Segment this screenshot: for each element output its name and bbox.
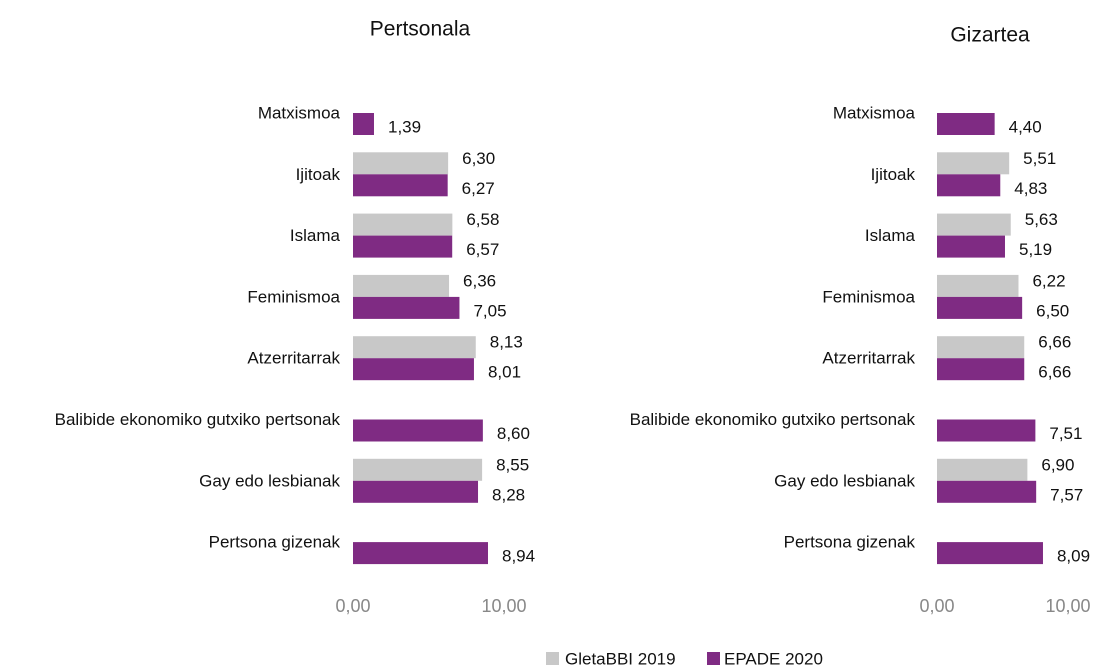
bar <box>937 113 995 135</box>
value-label: 8,28 <box>492 485 525 504</box>
value-label: 8,01 <box>488 363 521 382</box>
bar <box>937 542 1043 565</box>
x-tick-label: 0,00 <box>335 596 370 616</box>
value-label: 8,60 <box>497 424 530 443</box>
value-label: 6,66 <box>1038 333 1071 352</box>
value-label: 4,83 <box>1014 179 1047 198</box>
legend-swatch <box>546 652 559 665</box>
value-label: 6,50 <box>1036 301 1069 320</box>
category-label: Islama <box>865 226 916 245</box>
value-label: 6,36 <box>463 271 496 290</box>
value-label: 6,57 <box>466 240 499 259</box>
value-label: 5,51 <box>1023 149 1056 168</box>
value-label: 6,58 <box>466 210 499 229</box>
bar <box>937 336 1025 359</box>
category-label: Islama <box>290 226 341 245</box>
value-label: 1,39 <box>388 117 421 136</box>
bar <box>353 113 374 135</box>
value-label: 8,55 <box>496 455 529 474</box>
bar <box>353 419 483 442</box>
value-label: 5,19 <box>1019 240 1052 259</box>
category-label: Pertsona gizenak <box>209 533 341 552</box>
bar <box>937 358 1025 381</box>
category-label: Gay edo lesbianak <box>199 471 340 490</box>
bar <box>353 152 449 175</box>
bar <box>353 174 448 197</box>
category-label: Feminismoa <box>822 287 915 306</box>
bar <box>353 358 474 381</box>
category-label: Ijitoak <box>871 165 916 184</box>
value-label: 7,05 <box>473 301 506 320</box>
category-label: Feminismoa <box>247 287 340 306</box>
bar <box>353 274 450 297</box>
bar <box>353 480 479 503</box>
bar <box>937 274 1019 297</box>
category-label: Balibide ekonomiko gutxiko pertsonak <box>55 410 341 429</box>
legend-swatch <box>707 652 720 665</box>
value-label: 6,90 <box>1041 455 1074 474</box>
legend-label: EPADE 2020 <box>724 649 823 668</box>
value-label: 8,09 <box>1057 547 1090 566</box>
x-tick-label: 10,00 <box>1045 596 1090 616</box>
value-label: 6,30 <box>462 149 495 168</box>
category-label: Atzerritarrak <box>247 349 340 368</box>
x-tick-label: 10,00 <box>481 596 526 616</box>
category-label: Ijitoak <box>296 165 341 184</box>
category-label: Balibide ekonomiko gutxiko pertsonak <box>630 410 916 429</box>
legend-label: GletaBBI 2019 <box>565 649 676 668</box>
value-label: 7,57 <box>1050 485 1083 504</box>
bar <box>937 419 1036 442</box>
category-label: Matxismoa <box>833 103 916 122</box>
category-label: Atzerritarrak <box>822 349 915 368</box>
category-label: Pertsona gizenak <box>784 533 916 552</box>
bar <box>937 235 1005 258</box>
bar <box>353 336 476 359</box>
value-label: 4,40 <box>1009 117 1042 136</box>
category-label: Gay edo lesbianak <box>774 471 915 490</box>
value-label: 8,13 <box>490 333 523 352</box>
chart-title: Pertsonala <box>370 18 471 41</box>
bar <box>937 480 1037 503</box>
bar <box>937 213 1011 236</box>
bar <box>353 458 483 481</box>
x-tick-label: 0,00 <box>919 596 954 616</box>
value-label: 7,51 <box>1049 424 1082 443</box>
value-label: 6,27 <box>462 179 495 198</box>
value-label: 8,94 <box>502 547 535 566</box>
value-label: 6,22 <box>1032 271 1065 290</box>
bar <box>937 152 1010 175</box>
value-label: 6,66 <box>1038 363 1071 382</box>
bar <box>937 458 1028 481</box>
bar <box>353 296 460 319</box>
bar <box>937 296 1023 319</box>
value-label: 5,63 <box>1025 210 1058 229</box>
bar <box>353 542 488 565</box>
bar <box>353 235 453 258</box>
bar <box>937 174 1001 197</box>
chart-title: Gizartea <box>950 24 1030 47</box>
bar <box>353 213 453 236</box>
category-label: Matxismoa <box>258 103 341 122</box>
